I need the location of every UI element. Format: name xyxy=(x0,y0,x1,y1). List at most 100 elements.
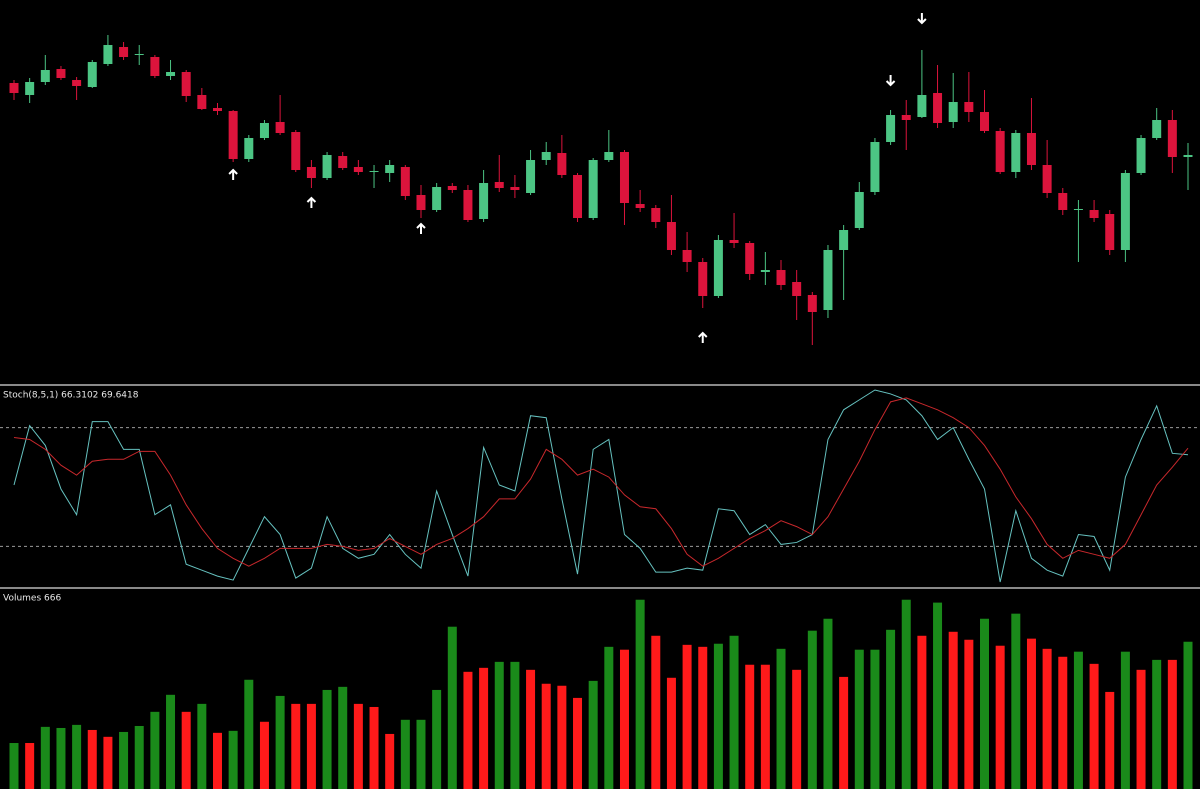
candle-body xyxy=(432,187,442,210)
candle-body xyxy=(635,204,645,208)
volume-bar xyxy=(854,649,864,789)
candle-body xyxy=(1105,214,1115,250)
candle-body xyxy=(1011,133,1021,172)
volume-bar xyxy=(1073,651,1083,789)
signal-arrow xyxy=(917,13,927,25)
candle-body xyxy=(886,115,896,142)
candle-body xyxy=(854,192,864,228)
volume-bar xyxy=(588,680,598,789)
volume-bar xyxy=(557,685,567,789)
candle-body xyxy=(56,69,66,78)
candle-body xyxy=(1089,210,1099,218)
candle-body xyxy=(510,187,520,190)
candle-body xyxy=(1120,173,1130,250)
volume-bar xyxy=(56,727,66,789)
volume-bar xyxy=(244,679,254,789)
candle-body xyxy=(1152,120,1162,138)
volume-bar xyxy=(729,635,739,789)
candle-body xyxy=(745,243,755,274)
volume-bar xyxy=(995,645,1005,789)
candle-body xyxy=(494,182,504,188)
candle-body xyxy=(792,282,802,296)
signal-arrow xyxy=(416,222,426,234)
volume-bar xyxy=(103,736,113,789)
candle-body xyxy=(306,167,316,178)
candle-body xyxy=(463,190,473,220)
volume-bar xyxy=(573,697,583,789)
volume-bar xyxy=(416,719,426,789)
volume-bar xyxy=(353,703,363,789)
candle-body xyxy=(447,186,457,190)
stoch-label: Stoch(8,5,1) 66.3102 69.6418 xyxy=(3,391,139,401)
volume-bar xyxy=(447,626,457,789)
candle-body xyxy=(964,102,974,112)
candle-body xyxy=(25,82,35,95)
volume-bar xyxy=(870,649,880,789)
volume-bar xyxy=(385,733,395,789)
candle-body xyxy=(823,250,833,310)
candle-body xyxy=(1136,138,1146,173)
candle-body xyxy=(9,83,19,93)
volume-bar xyxy=(228,730,238,789)
volume-bar xyxy=(9,743,19,789)
volume-bar xyxy=(150,711,160,789)
candle-body xyxy=(166,72,176,76)
candle-body xyxy=(416,195,426,210)
volume-bar xyxy=(666,677,676,789)
volume-bar xyxy=(479,667,489,789)
candle-body xyxy=(322,155,332,178)
candle-body xyxy=(134,54,144,55)
volume-bar xyxy=(526,669,536,789)
volume-bar xyxy=(933,602,943,789)
candle-body xyxy=(212,108,222,111)
candle-body xyxy=(760,270,770,272)
candle-body xyxy=(228,111,238,159)
volume-bar xyxy=(651,635,661,789)
candle-body xyxy=(870,142,880,192)
volume-bar xyxy=(369,706,379,789)
volume-bar xyxy=(510,661,520,789)
candle-body xyxy=(557,153,567,175)
volume-bar xyxy=(166,694,176,789)
candle-body xyxy=(353,167,363,172)
volume-bar xyxy=(322,689,332,789)
candle-body xyxy=(682,250,692,262)
volume-bar xyxy=(1167,659,1177,789)
candle-body xyxy=(839,230,849,250)
volume-bar xyxy=(619,649,629,789)
volume-bar xyxy=(1183,641,1193,789)
candle-body xyxy=(259,123,269,138)
volume-bar xyxy=(197,703,207,789)
volume-bar xyxy=(698,646,708,789)
volume-bar xyxy=(212,732,222,789)
candle-body xyxy=(948,102,958,122)
candle-body xyxy=(526,160,536,193)
volume-bar xyxy=(181,711,191,789)
stoch-line xyxy=(13,397,1189,567)
candle-body xyxy=(901,115,911,120)
volume-bar xyxy=(1136,669,1146,789)
volume-bar xyxy=(886,629,896,789)
volume-bar xyxy=(72,724,82,789)
volume-bar xyxy=(119,731,129,789)
volume-bar xyxy=(1105,691,1115,789)
volume-bar xyxy=(1042,648,1052,789)
candle-body xyxy=(541,152,551,160)
candle-body xyxy=(619,152,629,203)
candle-body xyxy=(807,295,817,312)
candle-body xyxy=(1073,209,1083,210)
candle-body xyxy=(275,122,285,133)
candle-body xyxy=(588,160,598,218)
arrow-head xyxy=(917,18,927,25)
candle-body xyxy=(729,240,739,243)
volume-bar xyxy=(980,618,990,789)
volume-bar xyxy=(917,635,927,789)
volume-bar xyxy=(901,599,911,789)
signal-arrow xyxy=(698,331,708,343)
signal-arrow xyxy=(228,168,238,180)
volume-bar xyxy=(291,703,301,789)
candle-body xyxy=(666,222,676,250)
candle-body xyxy=(291,132,301,170)
volume-bar xyxy=(25,743,35,789)
